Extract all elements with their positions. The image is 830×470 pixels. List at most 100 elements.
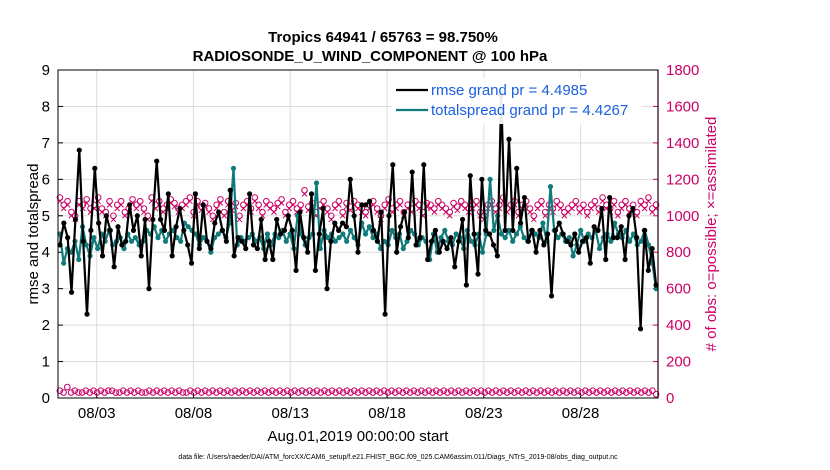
obs-possible-marker bbox=[406, 389, 414, 396]
obs-possible-marker bbox=[648, 205, 656, 212]
rmse-point bbox=[579, 238, 586, 244]
totalspread-point bbox=[555, 235, 561, 241]
obs-possible-marker bbox=[384, 389, 392, 396]
y-tick-label: 1 bbox=[42, 354, 50, 371]
rmse-point bbox=[212, 220, 218, 226]
totalspread-point bbox=[283, 238, 289, 244]
right-y-tick-label: 1400 bbox=[666, 135, 699, 152]
obs-possible-marker bbox=[83, 196, 90, 203]
obs-possible-marker bbox=[105, 387, 112, 395]
obs-possible-marker bbox=[440, 387, 448, 395]
obs-possible-marker bbox=[60, 201, 68, 209]
obs-possible-marker bbox=[171, 199, 178, 207]
rmse-point bbox=[72, 216, 79, 223]
obs-possible-marker bbox=[503, 389, 511, 396]
obs-possible-marker bbox=[530, 212, 538, 220]
rmse-point bbox=[537, 227, 543, 233]
obs-possible-marker bbox=[205, 389, 213, 396]
obs-possible-marker bbox=[213, 389, 220, 396]
obs-possible-marker bbox=[381, 201, 389, 209]
rmse-point bbox=[363, 202, 369, 208]
obs-possible-marker bbox=[97, 387, 105, 395]
obs-possible-marker bbox=[447, 387, 455, 395]
obs-possible-marker bbox=[403, 387, 410, 395]
obs-possible-marker bbox=[313, 387, 321, 395]
rmse-point bbox=[436, 249, 442, 255]
obs-possible-marker bbox=[354, 389, 362, 396]
obs-possible-marker bbox=[578, 389, 585, 396]
rmse-point bbox=[444, 245, 450, 252]
rmse-point bbox=[448, 235, 454, 241]
obs-possible-marker bbox=[619, 387, 626, 395]
obs-possible-marker bbox=[454, 203, 461, 210]
rmse-point bbox=[266, 238, 272, 244]
totalspread-point bbox=[325, 235, 331, 241]
obs-assimilated-marker bbox=[186, 198, 193, 205]
obs-possible-marker bbox=[146, 387, 153, 395]
obs-possible-marker bbox=[457, 197, 465, 205]
obs-possible-marker bbox=[116, 389, 123, 396]
obs-assimilated-marker bbox=[584, 212, 591, 219]
rmse-point bbox=[227, 187, 233, 193]
obs-possible-marker bbox=[652, 391, 660, 398]
right-y-tick-label: 600 bbox=[666, 281, 691, 298]
totalspread-point bbox=[521, 235, 527, 241]
obs-possible-marker bbox=[56, 194, 64, 201]
obs-possible-marker bbox=[320, 197, 327, 205]
obs-possible-marker bbox=[186, 194, 194, 201]
obs-possible-marker bbox=[71, 387, 79, 395]
footnote-data-file: data file: /Users/raeder/DAI/ATM_forcXX/… bbox=[178, 454, 618, 461]
obs-assimilated-marker bbox=[106, 201, 113, 208]
rmse-point bbox=[192, 191, 199, 197]
totalspread-point bbox=[362, 231, 369, 237]
obs-possible-marker bbox=[431, 205, 438, 212]
right-y-tick-label: 0 bbox=[666, 390, 674, 407]
obs-possible-marker bbox=[302, 389, 310, 396]
rmse-point bbox=[301, 235, 307, 241]
obs-possible-marker bbox=[608, 389, 615, 396]
totalspread-point bbox=[608, 238, 614, 244]
rmse-point bbox=[80, 238, 86, 244]
totalspread-point bbox=[313, 180, 320, 186]
totalspread-point bbox=[547, 184, 554, 190]
rmse-point bbox=[409, 169, 415, 175]
rmse-point bbox=[316, 231, 322, 237]
obs-possible-marker bbox=[492, 387, 500, 395]
obs-possible-marker bbox=[600, 389, 608, 396]
rmse-point bbox=[614, 235, 620, 241]
rmse-point bbox=[119, 242, 125, 248]
totalspread-point bbox=[264, 231, 271, 237]
obs-possible-marker bbox=[220, 389, 228, 396]
obs-possible-marker bbox=[451, 389, 459, 396]
rmse-point bbox=[425, 256, 431, 263]
totalspread-point bbox=[208, 249, 214, 255]
obs-assimilated-marker bbox=[336, 201, 342, 208]
obs-assimilated-marker bbox=[110, 216, 117, 223]
obs-possible-marker bbox=[209, 387, 216, 395]
obs-assimilated-marker bbox=[370, 201, 377, 208]
obs-possible-marker bbox=[216, 387, 224, 395]
rmse-point bbox=[514, 165, 520, 171]
obs-possible-marker bbox=[261, 387, 269, 395]
obs-possible-marker bbox=[436, 389, 444, 396]
totalspread-point bbox=[638, 238, 644, 244]
obs-possible-marker bbox=[485, 387, 492, 395]
obs-possible-marker bbox=[432, 387, 440, 395]
obs-possible-marker bbox=[172, 389, 179, 396]
obs-possible-marker bbox=[255, 201, 262, 209]
right-y-tick-label: 1200 bbox=[666, 171, 699, 188]
rmse-point bbox=[96, 220, 102, 226]
rmse-point bbox=[196, 245, 202, 252]
rmse-point bbox=[204, 238, 210, 244]
obs-possible-marker bbox=[289, 197, 297, 205]
rmse-point bbox=[332, 220, 338, 226]
obs-possible-marker bbox=[507, 387, 515, 395]
obs-possible-marker bbox=[396, 197, 404, 205]
obs-possible-marker bbox=[358, 387, 366, 395]
obs-possible-marker bbox=[331, 201, 339, 209]
totalspread-point bbox=[653, 286, 659, 292]
rmse-point bbox=[231, 253, 237, 259]
obs-possible-marker bbox=[589, 387, 597, 395]
totalspread-point bbox=[540, 220, 546, 226]
rmse-point bbox=[185, 242, 191, 248]
